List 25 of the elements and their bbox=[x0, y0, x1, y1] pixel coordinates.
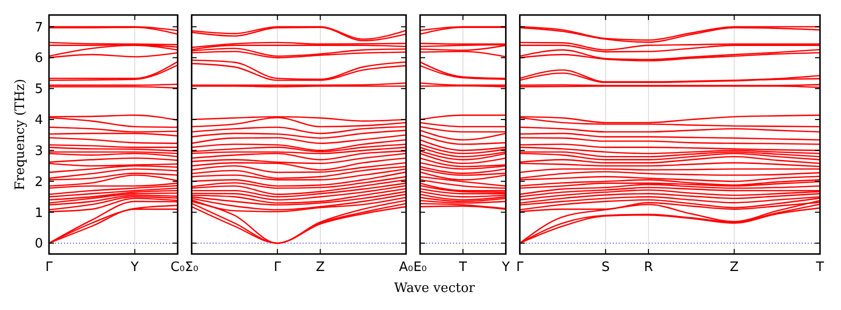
x-tick-label: A₀ bbox=[399, 260, 414, 275]
y-tick-label: 5 bbox=[34, 82, 43, 98]
y-tick-label: 4 bbox=[34, 113, 43, 128]
y-tick-label: 6 bbox=[34, 51, 43, 66]
x-tick-label: C₀ bbox=[170, 260, 185, 275]
y-tick-label: 2 bbox=[34, 174, 43, 190]
x-tick-label: Y bbox=[130, 260, 139, 275]
x-tick-label: Z bbox=[316, 260, 325, 275]
x-tick-label: T bbox=[815, 260, 824, 275]
y-tick-label: 7 bbox=[34, 20, 43, 36]
x-tick-label: Γ bbox=[516, 260, 524, 275]
y-tick-label: 0 bbox=[34, 236, 43, 252]
y-tick-label: 3 bbox=[34, 144, 43, 159]
x-tick-label: S bbox=[601, 260, 610, 275]
x-tick-label: Y bbox=[500, 260, 510, 275]
x-tick-label: Σ₀ bbox=[184, 260, 198, 275]
y-axis-title: Frequency (THz) bbox=[13, 78, 28, 190]
y-tick-label: 1 bbox=[34, 206, 43, 221]
x-axis-title: Wave vector bbox=[394, 281, 476, 296]
x-tick-label: R bbox=[644, 260, 653, 275]
x-tick-label: Γ bbox=[274, 260, 282, 275]
x-tick-label: Γ bbox=[45, 260, 54, 275]
x-tick-label: T bbox=[458, 260, 467, 275]
x-tick-label: Z bbox=[730, 260, 739, 275]
x-tick-label: E₀ bbox=[413, 260, 427, 275]
